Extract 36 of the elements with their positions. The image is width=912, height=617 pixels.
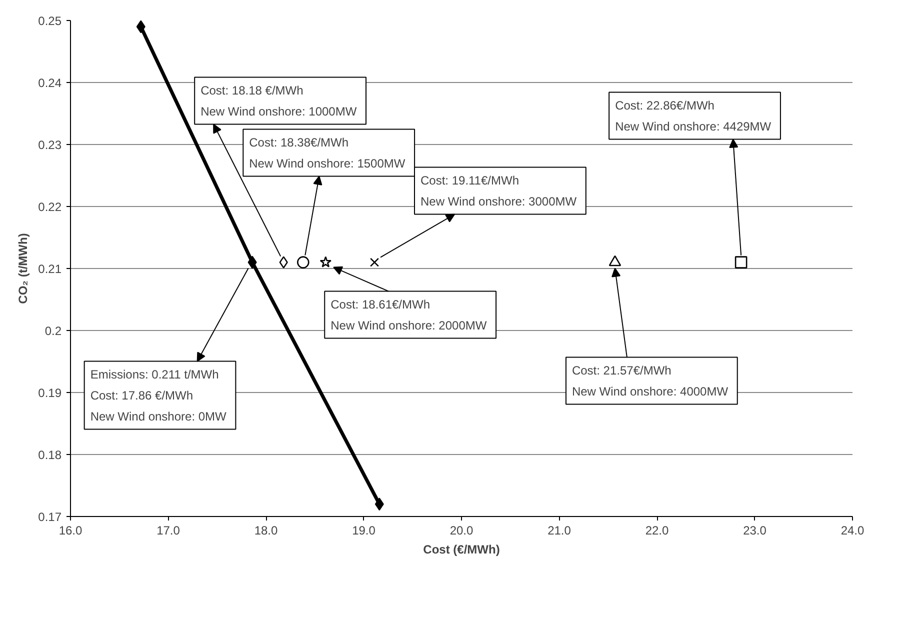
x-tick-label: 20.0 — [450, 524, 474, 538]
annotation: Cost: 22.86€/MWh New Wind onshore: 4429MW — [615, 98, 772, 134]
x-tick-label: 19.0 — [352, 524, 376, 538]
annotation: Cost: 19.11€/MWh New Wind onshore: 3000MW — [420, 173, 578, 208]
y-tick-label: 0.24 — [38, 76, 62, 90]
y-tick-label: 0.18 — [38, 448, 62, 462]
annotation: Cost: 18.38€/MWh New Wind onshore: 1500MW — [249, 135, 406, 170]
y-tick-label: 0.19 — [38, 386, 62, 400]
point — [279, 256, 288, 268]
x-tick-label: 22.0 — [645, 524, 670, 538]
y-tick-label: 0.17 — [38, 510, 62, 524]
y-tick-label: 0.25 — [38, 14, 62, 28]
y-tick-label: 0.2 — [44, 324, 62, 338]
annotation: Emissions: 0.211 t/MWh Cost: 17.86 €/MWh New Wind onshore: 0MW — [90, 367, 228, 424]
point — [320, 256, 332, 268]
point — [370, 258, 380, 267]
annotation: Cost: 21.57€/MWh New Wind onshore: 4000MW — [572, 363, 729, 398]
y-tick-label: 0.21 — [38, 262, 62, 276]
annotation: Cost: 18.61€/MWh New Wind onshore: 2000MW — [330, 297, 488, 332]
x-tick-label: 17.0 — [156, 524, 180, 538]
point — [248, 256, 257, 269]
point — [734, 256, 748, 268]
x-tick-label: 16.0 — [58, 524, 83, 538]
point — [608, 255, 622, 266]
y-axis-title: CO₂ (t/MWh) — [16, 233, 30, 304]
x-tick-label: 21.0 — [548, 524, 572, 538]
point — [374, 498, 384, 511]
x-tick-label: 18.0 — [254, 524, 278, 538]
y-tick-label: 0.22 — [38, 200, 62, 214]
point — [296, 256, 310, 268]
x-tick-label: 23.0 — [743, 524, 767, 538]
x-axis-title: Cost (€/MWh) — [423, 542, 500, 556]
x-tick-label: 24.0 — [840, 524, 865, 538]
y-tick-label: 0.23 — [38, 138, 62, 152]
point — [136, 20, 146, 34]
annotation: Cost: 18.18 €/MWh New Wind onshore: 1000MW — [200, 83, 358, 118]
